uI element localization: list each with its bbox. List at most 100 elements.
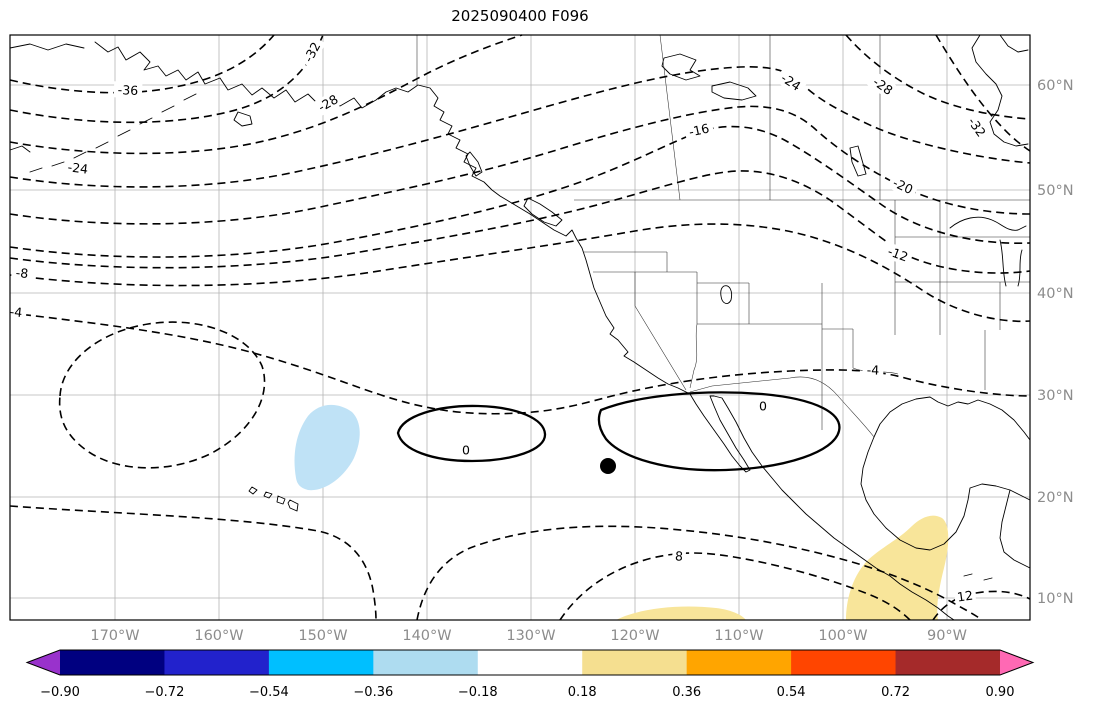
colorbar-tick-labels: −0.90 −0.72 −0.54 −0.36 −0.18 0.18 0.36 0.54 0.7… <box>40 685 1014 700</box>
shaded-region-positive-south-edge <box>616 606 746 620</box>
colorbar-segment <box>477 650 583 675</box>
contour-label-mask <box>866 71 900 101</box>
contour-minus-28 <box>9 34 523 155</box>
storm-position-dot <box>600 458 616 474</box>
colorbar-segment <box>686 650 792 675</box>
contour-label: -4 <box>4 302 28 322</box>
contour-label-mask <box>113 81 143 99</box>
colorbar-tick-label: 0.54 <box>777 685 806 700</box>
colorbar-segment <box>582 650 688 675</box>
contour-label-mask <box>683 119 715 141</box>
colorbar-tick-label: −0.72 <box>145 685 185 700</box>
lake-winnipeg <box>849 145 867 177</box>
borders-canadian-provinces <box>659 34 881 201</box>
colorbar-segment <box>373 650 479 675</box>
contour-label-text: -36 <box>117 82 138 98</box>
contour-label: -32 <box>298 35 326 69</box>
coastline-west-coast-baja-mexico <box>529 213 955 621</box>
contour-label: -24 <box>63 158 93 178</box>
coastlines <box>9 34 1031 621</box>
colorbar-tick-label: −0.18 <box>458 685 498 700</box>
contour-label: -8 <box>10 263 34 283</box>
great-lakes-partial <box>949 216 1027 287</box>
latitude-tick-label: 60°N <box>1037 78 1074 94</box>
longitude-tick-label: 140°W <box>402 628 451 644</box>
contour-minus-24 <box>9 66 1031 188</box>
colorbar-segment <box>895 650 1001 675</box>
hudson-james-bay <box>971 34 1029 147</box>
border-us-mexico <box>689 376 875 438</box>
longitude-axis-labels: 170°W 160°W 150°W 140°W 130°W 120°W 110°W 100°W… <box>90 628 967 644</box>
contour-minus-16 <box>9 125 1031 258</box>
contour-label-text: 12 <box>956 587 974 604</box>
contour-label: 12 <box>953 586 977 606</box>
coastline-hawaii-islands <box>248 486 299 512</box>
contour-label: -16 <box>683 119 715 141</box>
contour-label: -20 <box>886 172 920 200</box>
latitude-tick-label: 20°N <box>1037 490 1074 506</box>
contour-label-mask <box>298 35 326 69</box>
coastline-kodiak-island <box>233 111 253 127</box>
contour-plus-8 <box>559 552 911 621</box>
colorbar-tick-label: 0.72 <box>881 685 910 700</box>
contour-labels: -36 -32 -28 -24 -24 -28 -32 -20 -16 -12 -8 -4 -4 0 0 8 1… <box>4 35 992 606</box>
longitude-tick-label: 170°W <box>90 628 139 644</box>
colorbar-outline <box>25 649 1035 676</box>
colorbar-segment <box>268 650 374 675</box>
zero-contour-cell-west <box>396 404 547 463</box>
longitude-tick-label: 90°W <box>927 628 967 644</box>
shaded-regions <box>294 404 949 620</box>
contour-label: -12 <box>882 241 914 267</box>
contour-label-mask <box>774 67 808 97</box>
contour-plus-12 <box>932 590 1031 621</box>
contour-label-text: 0 <box>759 399 767 414</box>
contour-minus-32-northeast <box>935 34 1031 152</box>
contour-minus-36 <box>9 34 275 94</box>
longitude-tick-label: 100°W <box>818 628 867 644</box>
contour-minus-8 <box>9 223 1031 323</box>
contour-label-mask <box>10 263 34 283</box>
contour-label-mask <box>953 586 977 606</box>
contour-label-text: -12 <box>886 243 910 264</box>
contour-label: -32 <box>962 110 992 144</box>
contour-minus-28-northeast <box>845 34 1031 120</box>
coastline-vancouver-island <box>523 197 563 227</box>
political-borders <box>416 34 1030 438</box>
contour-label-mask <box>311 89 345 117</box>
great-salt-lake <box>720 285 733 304</box>
latitude-axis-labels: 60°N 50°N 40°N 30°N 20°N 10°N <box>1037 78 1074 607</box>
longitude-tick-label: 150°W <box>298 628 347 644</box>
contour-label-mask <box>882 241 914 267</box>
longitude-tick-label: 130°W <box>506 628 555 644</box>
colorbar-arrow-right <box>1000 650 1033 675</box>
colorbar-segment <box>791 650 897 675</box>
latitude-tick-label: 40°N <box>1037 286 1074 302</box>
colorbar-tick-label: −0.90 <box>40 685 80 700</box>
contour-label: -28 <box>311 89 345 117</box>
contour-label-mask <box>886 172 920 200</box>
colorbar-tick-label: −0.36 <box>353 685 393 700</box>
contour-label: 8 <box>671 547 687 565</box>
colorbar-tick-label: 0.90 <box>986 685 1015 700</box>
longitude-tick-label: 120°W <box>610 628 659 644</box>
contour-label-mask <box>63 158 93 178</box>
coastline-gulf-of-mexico-south-yucatan <box>860 436 1031 551</box>
contour-closed-low-oval <box>58 321 266 469</box>
colorbar-tick-label: −0.54 <box>249 685 289 700</box>
colorbar-segment <box>164 650 270 675</box>
lake-great-bear <box>661 53 701 81</box>
contour-minus-4 <box>9 312 1031 415</box>
contour-label: 0 <box>459 442 473 458</box>
colorbar-segment <box>60 650 165 675</box>
contour-label-mask <box>962 110 992 144</box>
latitude-tick-label: 50°N <box>1037 183 1074 199</box>
coastline-alaska <box>94 41 531 215</box>
contour-minus-32 <box>9 34 324 124</box>
plot-title: 2025090400 F096 <box>451 7 588 25</box>
contour-lines-dashed <box>9 34 1031 621</box>
contour-label-mask <box>756 398 770 414</box>
latitude-tick-label: 10°N <box>1037 591 1074 607</box>
contour-label-text: 0 <box>462 443 470 458</box>
borders-us-states <box>583 200 1030 430</box>
